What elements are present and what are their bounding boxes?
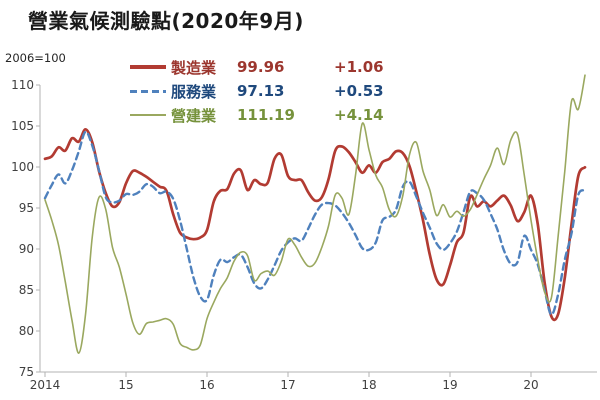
series-line-construction	[44, 74, 586, 354]
legend-label: 服務業	[171, 82, 217, 101]
legend-change: +4.14	[334, 106, 384, 124]
legend: 製造業 99.96 +1.06 服務業 97.13 +0.53 營建業 111.…	[130, 55, 386, 127]
page-title: 營業氣候測驗點(2020年9月)	[28, 9, 304, 33]
y-axis-label: 85	[19, 283, 34, 297]
axis-lines	[39, 85, 597, 373]
x-axis-label: 20	[523, 378, 538, 392]
y-axis-label: 75	[19, 365, 34, 379]
legend-item-construction: 營建業 111.19 +4.14	[130, 103, 386, 127]
series-line-services	[43, 130, 587, 316]
legend-value: 111.19	[237, 106, 295, 124]
y-axis-label: 95	[19, 201, 34, 215]
y-axis-label: 100	[11, 160, 34, 174]
y-axis-unit-note: 2006=100	[5, 51, 66, 65]
x-axis-label: 2014	[30, 378, 61, 392]
x-axis-label: 17	[280, 378, 295, 392]
manufacturing-line-swatch	[130, 65, 166, 69]
legend-value: 97.13	[237, 82, 285, 100]
legend-change: +1.06	[334, 58, 384, 76]
x-axis-label: 18	[361, 378, 376, 392]
legend-label: 製造業	[171, 58, 217, 77]
x-axis-label: 16	[199, 378, 214, 392]
x-axis-label: 15	[118, 378, 133, 392]
legend-label: 營建業	[171, 106, 217, 125]
y-axis-label: 105	[11, 119, 34, 133]
legend-item-manufacturing: 製造業 99.96 +1.06	[130, 55, 386, 79]
legend-change: +0.53	[334, 82, 384, 100]
y-axis-label: 110	[11, 78, 34, 92]
y-axis-label: 90	[19, 242, 34, 256]
x-axis-label: 19	[442, 378, 457, 392]
construction-line-swatch	[130, 114, 166, 116]
series-line-manufacturing	[43, 127, 587, 322]
legend-value: 99.96	[237, 58, 285, 76]
y-axis-label: 80	[19, 324, 34, 338]
legend-item-services: 服務業 97.13 +0.53	[130, 79, 386, 103]
services-line-swatch	[130, 89, 166, 93]
